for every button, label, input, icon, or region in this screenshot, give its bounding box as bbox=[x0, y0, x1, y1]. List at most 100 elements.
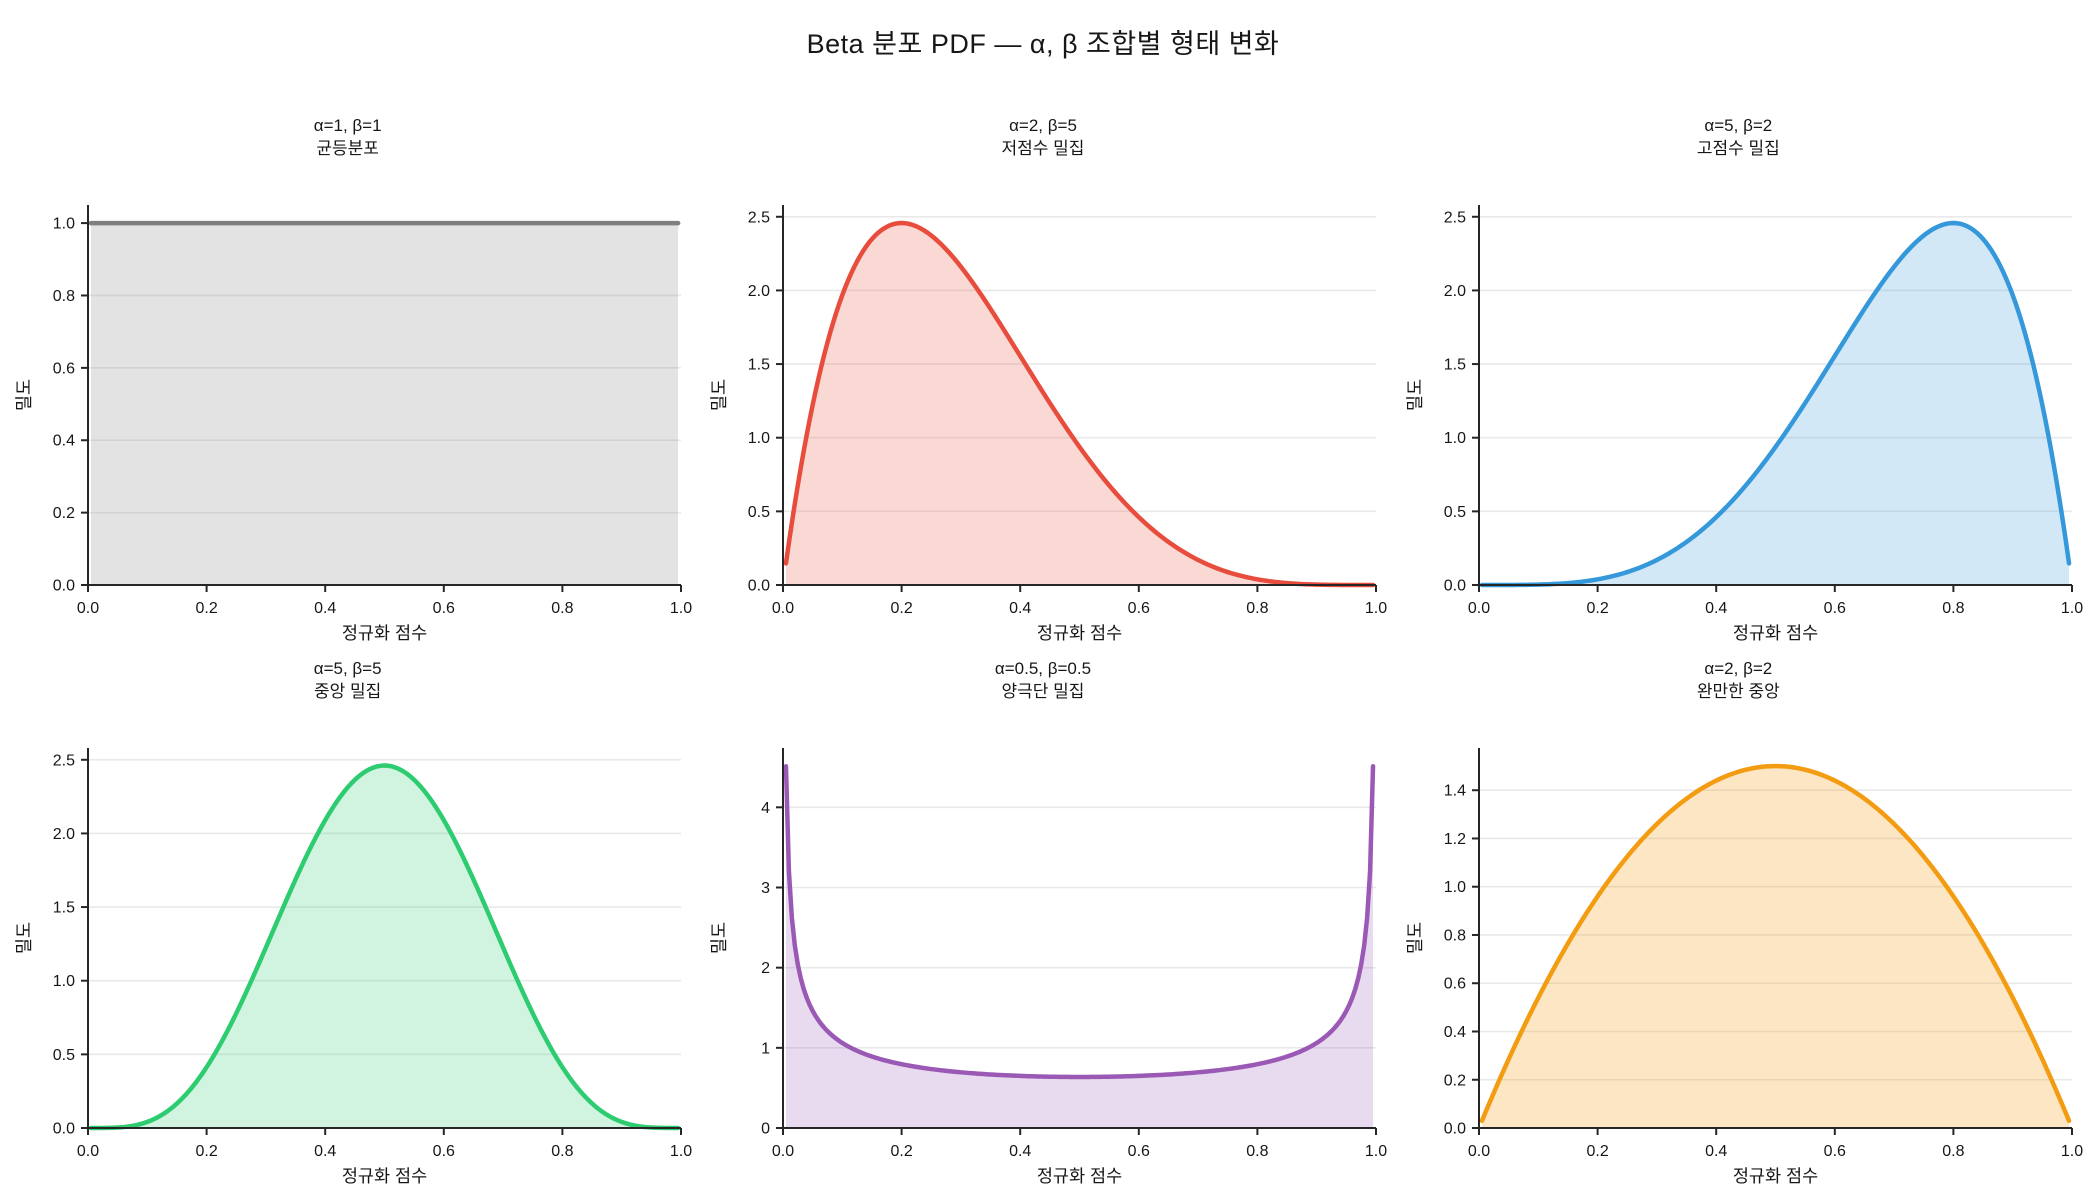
x-tick-label: 0.6 bbox=[433, 1143, 455, 1160]
y-tick-label: 2.5 bbox=[748, 209, 770, 226]
x-tick-label: 0.4 bbox=[1705, 600, 1727, 617]
y-axis-label: 밀도 bbox=[709, 379, 729, 411]
pdf-curve bbox=[1479, 220, 2071, 588]
x-tick-label: 0.6 bbox=[1823, 1143, 1845, 1160]
y-tick-label: 1.0 bbox=[53, 973, 75, 990]
x-tick-label: 1.0 bbox=[1365, 600, 1387, 617]
plot-area-low-score: 0.0 0.2 0.4 0.6 0.8 1.0 0.0 0.5 1.0 1.5 2.0 2.5 정규화 … bbox=[695, 170, 1390, 643]
y-axis-label: 밀도 bbox=[1405, 379, 1425, 411]
y-tick-label: 1.2 bbox=[1443, 831, 1465, 848]
y-tick-label: 2.5 bbox=[53, 752, 75, 769]
x-tick-label: 0.0 bbox=[772, 1143, 794, 1160]
pdf-curve bbox=[784, 220, 1376, 588]
subplot-gentle-central: α=2, β=2 완만한 중앙 0.0 0.2 0.4 0.6 0.8 1.0 0.0 0.2… bbox=[1391, 643, 2086, 1186]
subplot-title: α=5, β=5 중앙 밀집 bbox=[0, 643, 695, 713]
y-tick-label: 0.6 bbox=[53, 360, 75, 377]
subplot-uniform: α=1, β=1 균등분포 0.0 0.2 0.4 0.6 0.8 1.0 0.0 0.2 0.… bbox=[0, 100, 695, 643]
x-tick-label: 0.2 bbox=[1586, 600, 1608, 617]
plot-area-central: 0.0 0.2 0.4 0.6 0.8 1.0 0.0 0.5 1.0 1.5 2.0 2.5 정규화 … bbox=[0, 713, 695, 1186]
plot-svg: 0.0 0.2 0.4 0.6 0.8 1.0 0 1 2 3 4 정규화 점수 밀도 bbox=[709, 748, 1388, 1186]
y-tick-label: 0.0 bbox=[53, 578, 75, 595]
y-tick-label: 0.0 bbox=[1443, 1121, 1465, 1138]
plot-area-gentle-central: 0.0 0.2 0.4 0.6 0.8 1.0 0.0 0.2 0.4 0.6 0.8 1.0 1.2 1… bbox=[1391, 713, 2086, 1186]
x-axis-label: 정규화 점수 bbox=[1037, 1166, 1122, 1186]
x-tick-label: 0.8 bbox=[1247, 1143, 1269, 1160]
y-tick-label: 0.8 bbox=[1443, 927, 1465, 944]
y-tick-label: 1.0 bbox=[1443, 879, 1465, 896]
plot-svg: 0.0 0.2 0.4 0.6 0.8 1.0 0.0 0.2 0.4 0.6 0.8 1.0 1.2 1… bbox=[1405, 748, 2083, 1186]
x-tick-label: 0.2 bbox=[1586, 1143, 1608, 1160]
subplot-title-desc: 양극단 밀집 bbox=[1001, 682, 1085, 702]
x-tick-label: 1.0 bbox=[670, 1143, 692, 1160]
subplot-title-params: α=5, β=5 bbox=[313, 659, 382, 678]
pdf-curve bbox=[1479, 763, 2071, 1124]
x-tick-label: 0.4 bbox=[314, 600, 336, 617]
x-tick-label: 1.0 bbox=[2061, 600, 2083, 617]
y-tick-label: 1.0 bbox=[53, 216, 75, 233]
y-tick-label: 0.4 bbox=[1443, 1024, 1465, 1041]
x-tick-label: 0.4 bbox=[314, 1143, 336, 1160]
subplot-title-params: α=2, β=2 bbox=[1704, 659, 1773, 678]
x-axis-label: 정규화 점수 bbox=[1732, 623, 1817, 643]
x-tick-label: 1.0 bbox=[670, 600, 692, 617]
subplot-central: α=5, β=5 중앙 밀집 0.0 0.2 0.4 0.6 0.8 1.0 0.0 0.5 1… bbox=[0, 643, 695, 1186]
plot-svg: 0.0 0.2 0.4 0.6 0.8 1.0 0.0 0.5 1.0 1.5 2.0 2.5 정규화 … bbox=[709, 205, 1388, 643]
x-tick-label: 0.2 bbox=[891, 1143, 913, 1160]
x-tick-label: 0.0 bbox=[772, 600, 794, 617]
y-tick-label: 1.5 bbox=[53, 900, 75, 917]
y-tick-label: 2.0 bbox=[748, 283, 770, 300]
subplot-title-params: α=1, β=1 bbox=[313, 116, 382, 135]
subplot-title-desc: 고점수 밀집 bbox=[1696, 139, 1780, 159]
subplot-title-params: α=0.5, β=0.5 bbox=[994, 659, 1092, 678]
subplot-title-params: α=5, β=2 bbox=[1704, 116, 1773, 135]
x-tick-label: 0.0 bbox=[1468, 600, 1490, 617]
subplot-title: α=1, β=1 균등분포 bbox=[0, 100, 695, 170]
x-tick-label: 0.8 bbox=[1247, 600, 1269, 617]
y-tick-label: 3 bbox=[761, 880, 770, 897]
subplot-title-desc: 저점수 밀집 bbox=[1001, 139, 1085, 159]
y-axis-label: 밀도 bbox=[14, 379, 34, 411]
x-tick-label: 0.4 bbox=[1009, 1143, 1031, 1160]
x-tick-label: 1.0 bbox=[1365, 1143, 1387, 1160]
x-tick-label: 0.2 bbox=[195, 1143, 217, 1160]
subplot-bimodal: α=0.5, β=0.5 양극단 밀집 0.0 0.2 0.4 0.6 0.8 1.0 0 1… bbox=[695, 643, 1390, 1186]
y-tick-label: 0.4 bbox=[53, 433, 75, 450]
x-tick-label: 1.0 bbox=[2061, 1143, 2083, 1160]
y-tick-label: 2.0 bbox=[53, 826, 75, 843]
y-tick-label: 0.5 bbox=[748, 504, 770, 521]
plot-svg: 0.0 0.2 0.4 0.6 0.8 1.0 0.0 0.5 1.0 1.5 2.0 2.5 정규화 … bbox=[14, 748, 692, 1186]
figure-title: Beta 분포 PDF — α, β 조합별 형태 변화 bbox=[806, 29, 1280, 59]
y-tick-label: 1 bbox=[761, 1040, 770, 1057]
x-axis-label: 정규화 점수 bbox=[342, 1166, 427, 1186]
y-tick-label: 0.6 bbox=[1443, 976, 1465, 993]
y-axis-label: 밀도 bbox=[1405, 922, 1425, 954]
subplot-title-desc: 중앙 밀집 bbox=[314, 682, 382, 702]
y-tick-label: 0.0 bbox=[1443, 578, 1465, 595]
x-axis-label: 정규화 점수 bbox=[342, 623, 427, 643]
y-tick-label: 0.0 bbox=[53, 1121, 75, 1138]
x-tick-label: 0.6 bbox=[1823, 600, 1845, 617]
x-tick-label: 0.4 bbox=[1705, 1143, 1727, 1160]
x-tick-label: 0.0 bbox=[77, 600, 99, 617]
area-fill bbox=[786, 223, 1374, 585]
plot-svg: 0.0 0.2 0.4 0.6 0.8 1.0 0.0 0.2 0.4 0.6 0.8 1.0 정규화 … bbox=[14, 205, 692, 643]
y-tick-label: 1.4 bbox=[1443, 783, 1465, 800]
x-tick-label: 0.2 bbox=[195, 600, 217, 617]
x-tick-label: 0.8 bbox=[1942, 1143, 1964, 1160]
area-fill bbox=[90, 223, 679, 585]
plot-svg: 0.0 0.2 0.4 0.6 0.8 1.0 0.0 0.5 1.0 1.5 2.0 2.5 정규화 … bbox=[1405, 205, 2083, 643]
y-axis-label: 밀도 bbox=[14, 922, 34, 954]
x-tick-label: 0.8 bbox=[551, 1143, 573, 1160]
y-tick-label: 0.8 bbox=[53, 288, 75, 305]
y-tick-label: 2.0 bbox=[1443, 283, 1465, 300]
x-tick-label: 0.8 bbox=[551, 600, 573, 617]
plot-area-bimodal: 0.0 0.2 0.4 0.6 0.8 1.0 0 1 2 3 4 정규화 점수 밀도 bbox=[695, 713, 1390, 1186]
x-tick-label: 0.0 bbox=[1468, 1143, 1490, 1160]
subplot-title: α=5, β=2 고점수 밀집 bbox=[1391, 100, 2086, 170]
y-tick-label: 0.5 bbox=[53, 1047, 75, 1064]
y-axis-label: 밀도 bbox=[709, 922, 729, 954]
y-tick-label: 1.5 bbox=[1443, 357, 1465, 374]
x-axis-label: 정규화 점수 bbox=[1037, 623, 1122, 643]
y-tick-label: 2 bbox=[761, 960, 770, 977]
